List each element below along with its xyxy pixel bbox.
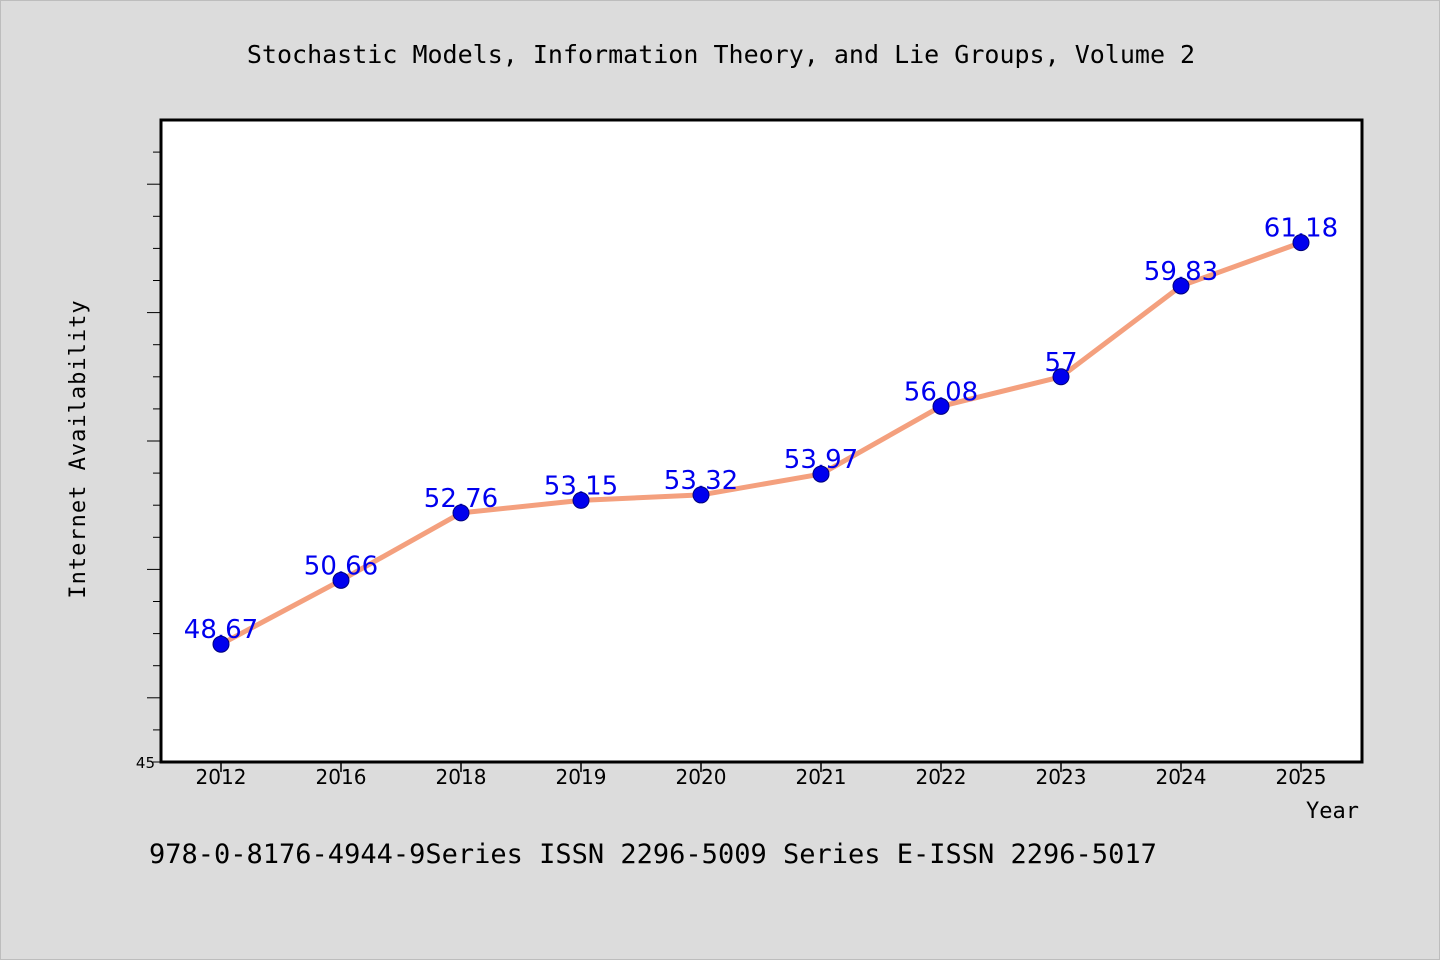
- y-tick-label: 45: [136, 754, 155, 772]
- x-tick-label: 2024: [1156, 765, 1207, 789]
- data-point: [572, 491, 590, 509]
- y-axis-label: Internet Availability: [66, 299, 91, 598]
- data-point: [1292, 234, 1310, 252]
- x-tick-label: 2018: [436, 765, 487, 789]
- x-axis-label: Year: [1306, 799, 1359, 824]
- x-tick-label: 2021: [796, 765, 847, 789]
- data-point: [932, 397, 950, 415]
- data-point: [332, 571, 350, 589]
- data-point: [212, 635, 230, 653]
- x-tick-label: 2020: [676, 765, 727, 789]
- data-point: [692, 486, 710, 504]
- data-point: [1172, 277, 1190, 295]
- data-point: [812, 465, 830, 483]
- x-tick-label: 2016: [316, 765, 367, 789]
- series-line: [218, 240, 1304, 647]
- footer-isbn-text: 978-0-8176-4944-9Series ISSN 2296-5009 S…: [149, 839, 1157, 870]
- x-axis-ticks: 2012 2016 2018 2019 2020 2021 2022 2023 2024 2025: [196, 762, 1327, 789]
- x-tick-label: 2023: [1036, 765, 1087, 789]
- chart-title: Stochastic Models, Information Theory, a…: [247, 40, 1195, 69]
- data-point: [1052, 368, 1070, 386]
- data-point: [452, 504, 470, 522]
- x-tick-label: 2012: [196, 765, 247, 789]
- plot-area: [159, 118, 1364, 764]
- y-axis-ticks: 45: [136, 151, 161, 772]
- x-tick-label: 2022: [916, 765, 967, 789]
- x-tick-label: 2025: [1276, 765, 1327, 789]
- x-tick-label: 2019: [556, 765, 607, 789]
